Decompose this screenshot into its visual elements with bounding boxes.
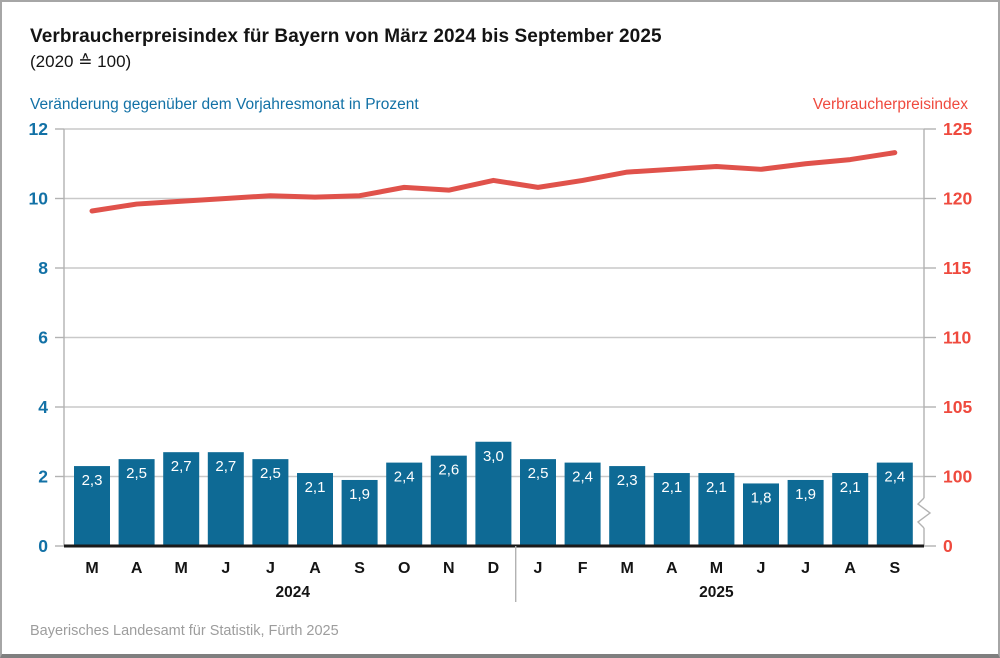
bar (609, 466, 646, 546)
bar-value-label: 1,8 (751, 489, 772, 506)
bar-value-label: 2,4 (884, 469, 905, 486)
bar (118, 459, 155, 546)
bar-value-label: 2,5 (126, 465, 147, 482)
bar (252, 459, 289, 546)
month-label: A (844, 560, 856, 577)
month-label: S (889, 560, 900, 577)
left-tick-label: 10 (29, 189, 49, 209)
bar-value-label: 2,4 (394, 469, 415, 486)
month-label: O (398, 560, 410, 577)
left-tick-label: 0 (38, 536, 48, 556)
bar-value-label: 2,3 (617, 472, 638, 489)
bar (698, 473, 735, 546)
bar (74, 466, 110, 546)
bar (297, 473, 333, 546)
month-label: A (666, 560, 678, 577)
bar-value-label: 1,9 (349, 486, 370, 503)
month-label: J (534, 560, 543, 577)
bar (430, 455, 467, 546)
month-label: S (354, 560, 365, 577)
right-tick-label: 105 (943, 397, 972, 417)
left-tick-label: 4 (38, 397, 48, 417)
bar (386, 462, 423, 546)
bar (520, 459, 556, 546)
bar (341, 479, 378, 546)
bar-value-label: 2,3 (82, 472, 103, 489)
bar (876, 462, 913, 546)
bar (207, 452, 244, 546)
left-tick-label: 6 (38, 328, 48, 348)
bar (743, 483, 779, 546)
right-tick-label: 0 (943, 536, 953, 556)
month-label: F (578, 560, 588, 577)
left-tick-label: 8 (38, 258, 48, 278)
bar-value-label: 2,5 (260, 465, 281, 482)
bar (832, 473, 869, 546)
chart-subtitle: (2020 ≙ 100) (30, 52, 132, 71)
left-tick-label: 2 (38, 467, 48, 487)
right-tick-label: 125 (943, 119, 972, 139)
bar (653, 473, 690, 546)
month-label: M (85, 560, 98, 577)
right-tick-label: 115 (943, 258, 971, 278)
bar-value-label: 2,7 (171, 458, 192, 475)
month-label: J (221, 560, 230, 577)
bar-value-label: 2,4 (572, 469, 593, 486)
bar (163, 452, 200, 546)
bar-value-label: 1,9 (795, 486, 816, 503)
month-label: M (621, 560, 634, 577)
month-label: M (175, 560, 188, 577)
year-label: 2024 (275, 584, 310, 601)
month-label: J (801, 560, 810, 577)
right-tick-label: 120 (943, 189, 972, 209)
bar-value-label: 2,1 (661, 479, 682, 496)
bar-value-label: 3,0 (483, 448, 504, 465)
chart-title: Verbraucherpreisindex für Bayern von Mär… (30, 26, 662, 47)
month-label: J (266, 560, 275, 577)
month-label: D (488, 560, 500, 577)
right-tick-label: 110 (943, 328, 971, 348)
bar-value-label: 2,7 (215, 458, 236, 475)
right-axis-title: Verbraucherpreisindex (812, 96, 968, 113)
bar-value-label: 2,1 (840, 479, 861, 496)
bar (787, 479, 824, 546)
left-tick-label: 12 (29, 119, 49, 139)
month-label: M (710, 560, 723, 577)
bar-value-label: 2,1 (305, 479, 326, 496)
axis-break-zigzag (916, 497, 932, 529)
index-line (89, 150, 898, 214)
source-note: Bayerisches Landesamt für Statistik, Für… (30, 623, 339, 639)
bar (564, 462, 601, 546)
right-tick-label: 100 (943, 467, 972, 487)
bar-value-label: 2,1 (706, 479, 727, 496)
bar-value-label: 2,6 (438, 462, 459, 479)
left-axis-title: Veränderung gegenüber dem Vorjahresmonat… (30, 96, 419, 113)
month-label: N (443, 560, 455, 577)
month-label: A (131, 560, 143, 577)
bar (475, 441, 512, 546)
bar-value-label: 2,5 (528, 465, 549, 482)
month-label: A (309, 560, 321, 577)
year-label: 2025 (699, 584, 734, 601)
month-label: J (757, 560, 766, 577)
